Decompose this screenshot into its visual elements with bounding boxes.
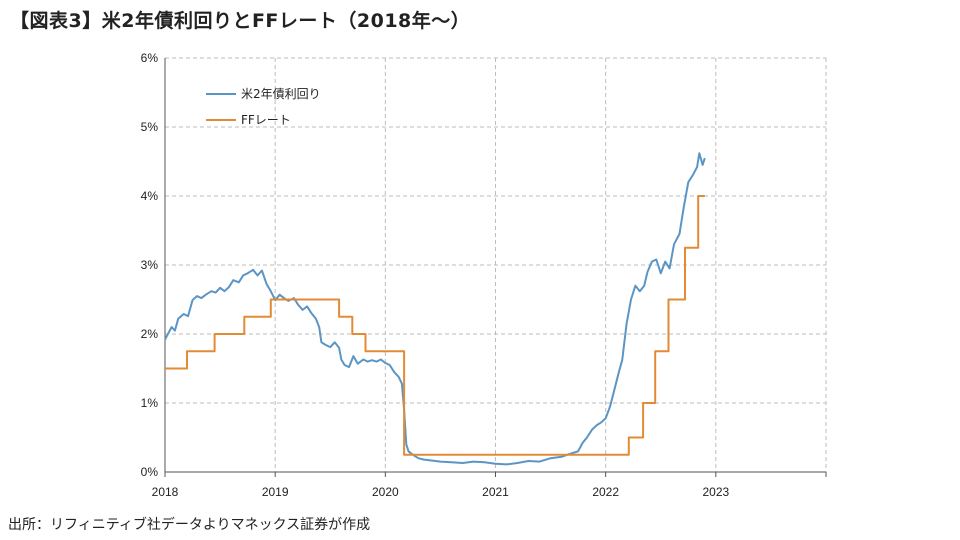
grid-layer [165, 57, 827, 472]
axis-layer: 0% 1% 2% 3% 4% 5% 6% 2018 2019 2020 2021 2022 2023 [141, 51, 827, 499]
series-line-1 [164, 152, 706, 466]
y-tick-label: 0% [141, 465, 159, 479]
y-tick-label: 6% [141, 51, 159, 65]
x-tick-label: 2019 [262, 485, 289, 499]
y-tick-label: 2% [141, 327, 159, 341]
legend-label-2: FFレート [241, 113, 291, 127]
x-tick-label: 2023 [702, 485, 729, 499]
x-tick-label: 2020 [372, 485, 399, 499]
legend: 米2年債利回り FFレート [206, 86, 321, 127]
series-layer [164, 152, 706, 466]
x-tick-label: 2018 [152, 485, 179, 499]
y-tick-label: 5% [141, 120, 159, 134]
chart-title: 【図表3】米2年債利回りとFFレート（2018年～） [10, 10, 471, 32]
y-tick-label: 3% [141, 258, 159, 272]
legend-label-1: 米2年債利回り [241, 86, 321, 101]
y-tick-label: 4% [141, 189, 159, 203]
series-line-2 [165, 195, 705, 456]
x-tick-label: 2021 [482, 485, 509, 499]
source-note: 出所：リフィニティブ社データよりマネックス証券が作成 [8, 517, 371, 533]
x-tick-label: 2022 [592, 485, 619, 499]
y-tick-label: 1% [141, 396, 159, 410]
